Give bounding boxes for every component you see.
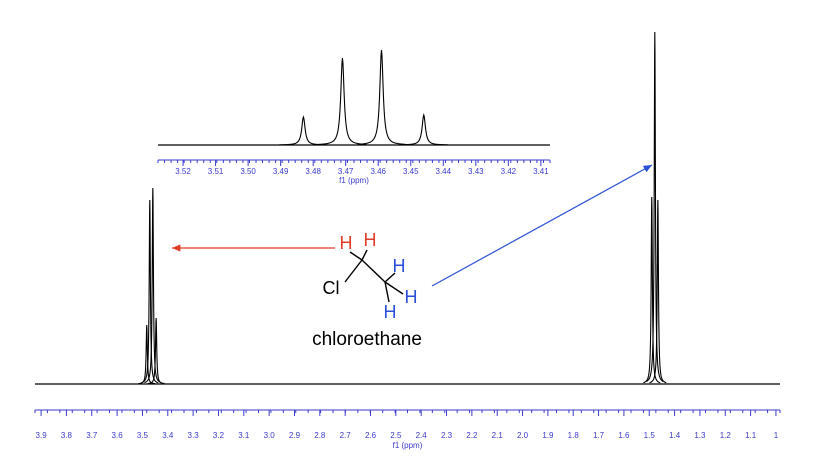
peak — [279, 115, 328, 146]
peak — [318, 57, 367, 145]
x-tick-label: 1.5 — [644, 431, 656, 440]
x-tick-label: 2.5 — [390, 431, 402, 440]
peak — [646, 31, 664, 383]
peak — [141, 199, 159, 384]
peak — [147, 317, 165, 385]
atom-label: H — [364, 230, 377, 250]
x-tick-label: 3.3 — [188, 431, 200, 440]
x-tick-label: 3.47 — [338, 167, 354, 176]
x-tick-label: 3.8 — [61, 431, 73, 440]
x-tick-label: 2.3 — [441, 431, 453, 440]
atom-label: H — [340, 233, 353, 253]
x-tick-label: 1.9 — [542, 431, 554, 440]
x-tick-label: 3.51 — [208, 167, 224, 176]
x-tick-label: 1.2 — [720, 431, 732, 440]
atom-label: H — [405, 287, 418, 307]
x-tick-label: 2.1 — [492, 431, 504, 440]
peak — [138, 324, 156, 385]
x-axis-title: f1 (ppm) — [339, 176, 369, 185]
molecule-name: chloroethane — [312, 329, 422, 350]
peak — [144, 187, 162, 384]
x-tick-label: 3.1 — [238, 431, 250, 440]
x-tick-label: 3.43 — [468, 167, 484, 176]
x-tick-label: 1.1 — [745, 431, 757, 440]
x-tick-label: 3.5 — [137, 431, 149, 440]
x-tick-label: 1.6 — [618, 431, 630, 440]
x-tick-label: 2.8 — [314, 431, 326, 440]
x-tick-label: 3.49 — [273, 167, 289, 176]
arrow — [431, 164, 653, 287]
atom-label: H — [393, 256, 406, 276]
x-tick-label: 2.7 — [340, 431, 352, 440]
x-tick-label: 1.7 — [593, 431, 605, 440]
x-tick-label: 2.9 — [289, 431, 301, 440]
atom-label: H — [384, 302, 397, 322]
x-tick-label: 3.45 — [403, 167, 419, 176]
x-tick-label: 2.6 — [365, 431, 377, 440]
x-tick-label: 1 — [774, 431, 779, 440]
molecule-bonds — [344, 249, 404, 303]
x-tick-label: 3.0 — [264, 431, 276, 440]
x-tick-label: 3.42 — [501, 167, 517, 176]
x-tick-label: 3.7 — [86, 431, 98, 440]
x-tick-label: 3.44 — [436, 167, 452, 176]
x-tick-label: 3.6 — [112, 431, 124, 440]
x-tick-label: 3.4 — [162, 431, 174, 440]
x-tick-label: 2.4 — [416, 431, 428, 440]
x-tick-label: 3.41 — [533, 167, 549, 176]
peak — [649, 199, 667, 384]
peak — [357, 49, 406, 145]
x-tick-label: 1.4 — [669, 431, 681, 440]
atom-label: Cl — [323, 278, 340, 298]
x-tick-label: 3.52 — [175, 167, 191, 176]
x-tick-label: 3.48 — [305, 167, 321, 176]
x-tick-label: 2.0 — [517, 431, 529, 440]
x-tick-label: 3.9 — [36, 431, 48, 440]
peak — [399, 112, 448, 146]
x-tick-label: 3.46 — [370, 167, 386, 176]
x-axis-title: f1 (ppm) — [393, 441, 423, 450]
x-tick-label: 3.2 — [213, 431, 225, 440]
x-tick-label: 1.8 — [568, 431, 580, 440]
x-tick-label: 3.50 — [240, 167, 256, 176]
x-tick-label: 2.2 — [466, 431, 478, 440]
x-tick-label: 1.3 — [694, 431, 706, 440]
